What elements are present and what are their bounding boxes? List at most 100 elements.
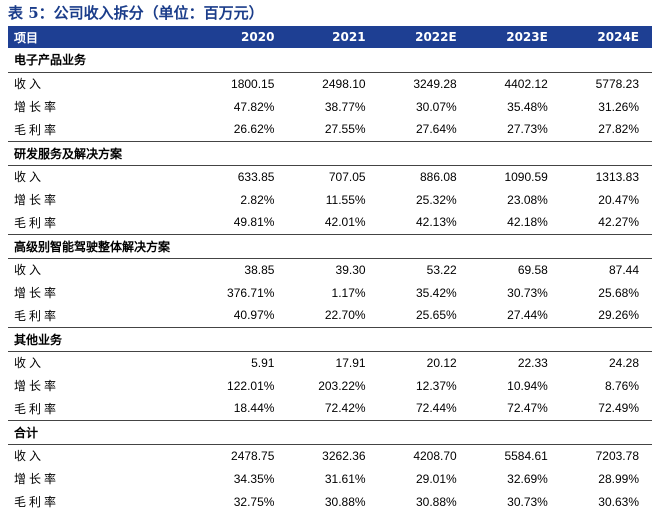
table-cell: 3249.28 [413,76,457,91]
row-label: 增长率 [14,286,60,300]
table-cell: 11.55% [325,192,366,207]
table-cell: 30.88% [324,494,366,509]
table-row: 毛利率 18.44% 72.42% 72.44% 72.47% 72.49% [8,397,652,420]
table-cell: 25.32% [416,192,457,207]
table-cell: 1313.83 [595,169,639,184]
table-row: 增长率 122.01% 203.22% 12.37% 10.94% 8.76% [8,374,652,397]
table-cell: 32.69% [507,471,548,486]
table-cell: 2478.75 [231,448,275,463]
header-year: 2021 [332,30,366,44]
section-header-row: 高级别智能驾驶整体解决方案 [8,233,652,259]
table-cell: 42.18% [507,215,548,230]
row-label: 毛利率 [14,215,60,230]
header-year: 2022E [415,30,457,44]
table-cell: 29.26% [598,308,639,323]
section-name: 高级别智能驾驶整体解决方案 [8,233,652,259]
table-cell: 31.26% [598,99,639,114]
row-label: 收入 [14,77,45,92]
table-cell: 27.64% [416,122,457,137]
row-label: 增长率 [14,100,60,114]
row-label: 收入 [14,170,45,185]
table-cell: 22.70% [324,308,366,323]
header-year: 2023E [506,30,548,44]
header-item: 项目 [14,30,39,45]
table-row: 收入 5.91 17.91 20.12 22.33 24.28 [8,351,652,374]
table-cell: 35.42% [416,285,457,300]
table-cell: 8.76% [604,378,639,393]
row-label: 增长率 [14,193,60,207]
table-cell: 7203.78 [595,448,639,463]
table-cell: 32.75% [233,494,275,509]
table-row: 增长率 2.82% 11.55% 25.32% 23.08% 20.47% [8,188,652,211]
table-cell: 34.35% [233,471,275,486]
table-cell: 30.73% [507,285,548,300]
table-cell: 47.82% [233,99,275,114]
table-cell: 633.85 [237,169,275,184]
table-row: 毛利率 32.75% 30.88% 30.88% 30.73% 30.63% [8,490,652,513]
header-year: 2024E [597,30,639,44]
table-cell: 3262.36 [322,448,366,463]
row-label: 毛利率 [14,401,60,416]
table-cell: 72.42% [324,401,366,416]
table-cell: 1.17% [331,285,366,300]
section-name: 其他业务 [8,326,652,352]
table-cell: 31.61% [324,471,366,486]
row-label: 收入 [14,356,45,371]
table-row: 收入 38.85 39.30 53.22 69.58 87.44 [8,258,652,281]
table-cell: 17.91 [335,355,366,370]
table-cell: 18.44% [233,401,275,416]
row-label: 增长率 [14,379,60,393]
table-cell: 707.05 [328,169,366,184]
table-cell: 26.62% [233,122,275,137]
table-cell: 376.71% [227,285,275,300]
table-cell: 5584.61 [504,448,548,463]
table-cell: 49.81% [233,215,275,230]
table-cell: 24.28 [608,355,639,370]
table-cell: 1090.59 [504,169,548,184]
table-cell: 25.65% [416,308,457,323]
table-cell: 30.07% [416,99,457,114]
table-cell: 203.22% [318,378,366,393]
table-cell: 27.73% [507,122,548,137]
table-cell: 25.68% [598,285,639,300]
table-cell: 42.01% [324,215,366,230]
table-cell: 23.08% [507,192,548,207]
table-cell: 4402.12 [504,76,548,91]
table-row: 收入 1800.15 2498.10 3249.28 4402.12 5778.23 [8,72,652,95]
table-cell: 2.82% [240,192,275,207]
table-cell: 22.33 [517,355,548,370]
table-cell: 122.01% [227,378,275,393]
table-row: 收入 2478.75 3262.36 4208.70 5584.61 7203.78 [8,444,652,467]
table-row: 毛利率 26.62% 27.55% 27.64% 27.73% 27.82% [8,118,652,141]
header-year: 2020 [241,30,275,44]
table-cell: 20.47% [598,192,639,207]
table-cell: 4208.70 [413,448,457,463]
table-cell: 72.44% [416,401,457,416]
table-cell: 30.63% [598,494,639,509]
table-title: 表 5：公司收入拆分（单位：百万元） [8,4,264,22]
table-cell: 53.22 [426,262,457,277]
table-row: 增长率 34.35% 31.61% 29.01% 32.69% 28.99% [8,467,652,490]
row-label: 增长率 [14,472,60,486]
table-cell: 27.82% [598,122,639,137]
row-label: 毛利率 [14,122,60,137]
table-cell: 27.55% [324,122,366,137]
revenue-breakdown-table: 项目 2020 2021 2022E 2023E 2024E 电子产品业务收入 1… [8,26,652,513]
table-cell: 87.44 [608,262,639,277]
table-cell: 27.44% [507,308,548,323]
table-cell: 35.48% [507,99,548,114]
table-cell: 29.01% [416,471,457,486]
table-cell: 28.99% [598,471,639,486]
table-cell: 72.47% [507,401,548,416]
section-name: 电子产品业务 [8,48,652,73]
section-header-row: 其他业务 [8,326,652,352]
table-cell: 69.58 [517,262,548,277]
table-cell: 42.13% [416,215,457,230]
row-label: 毛利率 [14,495,60,509]
table-cell: 20.12 [426,355,457,370]
row-label: 毛利率 [14,308,60,323]
table-cell: 12.37% [416,378,457,393]
table-cell: 38.77% [324,99,366,114]
table-cell: 30.73% [507,494,548,509]
table-row: 增长率 376.71% 1.17% 35.42% 30.73% 25.68% [8,281,652,304]
